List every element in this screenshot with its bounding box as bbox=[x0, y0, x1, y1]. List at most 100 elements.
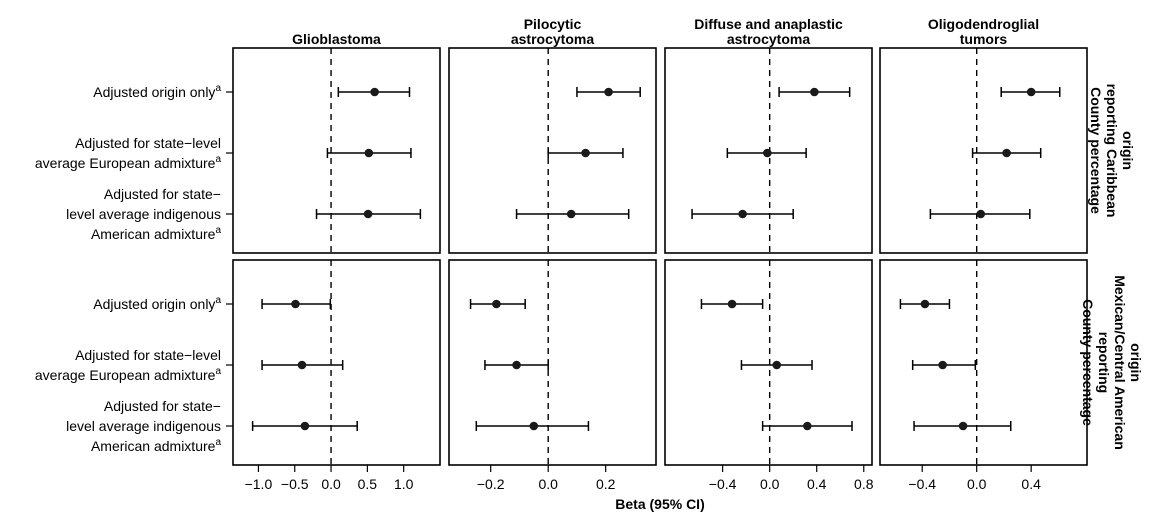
column-title: Pilocytic astrocytoma bbox=[511, 16, 594, 47]
footnote-marker: a bbox=[215, 366, 221, 377]
x-tick-label: 0.0 bbox=[538, 476, 558, 492]
row-title-text: County percentagereportingMexican/Centra… bbox=[1080, 275, 1144, 450]
point-estimate bbox=[512, 360, 521, 370]
y-axis-label-text: Adjusted for state−level bbox=[75, 135, 221, 151]
point-estimate bbox=[364, 148, 374, 158]
y-axis-label-text: level average indigenous bbox=[66, 206, 221, 222]
footnote-marker: a bbox=[215, 437, 221, 448]
point-estimate bbox=[529, 421, 539, 431]
x-tick-label: −0.5 bbox=[281, 476, 309, 492]
y-axis-label-line: Adjusted for state−level bbox=[75, 347, 221, 363]
column-title-line: Glioblastoma bbox=[292, 31, 381, 47]
footnote-marker: a bbox=[215, 83, 221, 94]
panel-frame bbox=[232, 259, 441, 466]
point-estimate bbox=[1002, 148, 1011, 158]
y-axis-label-text: American admixture bbox=[91, 438, 216, 454]
point-estimate bbox=[297, 360, 307, 370]
x-tick-label: 0.2 bbox=[596, 476, 616, 492]
y-axis-label-text: level average indigenous bbox=[66, 418, 221, 434]
x-tick-label: −1.0 bbox=[245, 476, 273, 492]
row-title: County percentagereportingMexican/Centra… bbox=[1080, 275, 1144, 450]
x-tick-label: 0.0 bbox=[967, 476, 987, 492]
column-title-line: Oligodendroglial bbox=[928, 16, 1039, 32]
y-axis-label-text: Adjusted origin only bbox=[93, 84, 215, 100]
row-title-line: reporting bbox=[1096, 332, 1112, 393]
point-estimate bbox=[727, 299, 737, 309]
y-axis-label-text: average European admixture bbox=[35, 155, 216, 171]
y-axis-label-line: average European admixturea bbox=[35, 366, 222, 383]
x-tick-label: −0.4 bbox=[709, 476, 737, 492]
x-tick-label: 0.5 bbox=[358, 476, 378, 492]
y-axis-label-line: level average indigenous bbox=[66, 206, 221, 222]
point-estimate bbox=[976, 209, 986, 219]
x-tick-label: 0.4 bbox=[1021, 476, 1041, 492]
x-tick-label: 1.0 bbox=[394, 476, 414, 492]
point-estimate bbox=[738, 209, 747, 219]
y-axis-label: Adjusted for state− level average indigen… bbox=[66, 186, 221, 242]
panel-frame bbox=[879, 259, 1088, 466]
y-axis-label: Adjusted for state−level average European… bbox=[35, 135, 222, 171]
x-tick-label: −0.2 bbox=[477, 476, 505, 492]
point-estimate bbox=[604, 87, 613, 97]
y-axis-label-line: American admixturea bbox=[91, 437, 222, 454]
y-axis-label-text: Adjusted origin only bbox=[93, 296, 215, 312]
y-axis-label-text: American admixture bbox=[91, 226, 216, 242]
y-axis-label-line: Adjusted origin onlya bbox=[93, 83, 221, 100]
panel-frame bbox=[664, 259, 873, 466]
y-axis-label-line: level average indigenous bbox=[66, 418, 221, 434]
y-axis-label-text: Adjusted for state−level bbox=[75, 347, 221, 363]
footnote-marker: a bbox=[215, 295, 221, 306]
y-axis-label: Adjusted origin onlya bbox=[93, 295, 221, 312]
point-estimate bbox=[772, 360, 782, 370]
column-title-line: astrocytoma bbox=[511, 31, 594, 47]
row-title-text: County percentagereporting Caribbeanorig… bbox=[1088, 84, 1136, 218]
panel-frame bbox=[879, 47, 1088, 254]
row-title-line: reporting Caribbean bbox=[1104, 84, 1120, 218]
column-title-line: tumors bbox=[960, 31, 1008, 47]
point-estimate bbox=[763, 148, 772, 158]
y-axis-label-line: Adjusted for state− bbox=[104, 398, 221, 414]
y-axis-label-line: Adjusted for state−level bbox=[75, 135, 221, 151]
row-title-line: origin bbox=[1128, 343, 1144, 382]
panel-frame bbox=[664, 47, 873, 254]
y-axis-label-text: average European admixture bbox=[35, 367, 216, 383]
column-title-line: Pilocytic bbox=[524, 16, 582, 32]
y-axis-label: Adjusted origin onlya bbox=[93, 83, 221, 100]
column-title: Glioblastoma bbox=[292, 31, 381, 47]
point-estimate bbox=[300, 421, 310, 431]
point-estimate bbox=[1026, 87, 1036, 97]
point-estimate bbox=[958, 421, 968, 431]
y-axis-label-text: Adjusted for state− bbox=[104, 186, 221, 202]
point-estimate bbox=[363, 209, 373, 219]
y-axis-label-text: Adjusted for state− bbox=[104, 398, 221, 414]
row-title-line: origin bbox=[1120, 131, 1136, 170]
point-estimate bbox=[803, 421, 812, 431]
x-tick-label: −0.4 bbox=[908, 476, 936, 492]
x-tick-label: 0.0 bbox=[760, 476, 780, 492]
y-axis-label: Adjusted for state−level average European… bbox=[35, 347, 222, 383]
x-tick-label: 0.0 bbox=[321, 476, 341, 492]
point-estimate bbox=[938, 360, 947, 370]
column-title: Oligodendroglial tumors bbox=[928, 16, 1039, 47]
panel-frame bbox=[448, 259, 657, 466]
y-axis-label: Adjusted for state− level average indigen… bbox=[66, 398, 221, 454]
row-title: County percentagereporting Caribbeanorig… bbox=[1088, 84, 1136, 218]
point-estimate bbox=[566, 209, 576, 219]
column-title-line: astrocytoma bbox=[727, 31, 810, 47]
point-estimate bbox=[492, 299, 501, 309]
y-axis-label-line: Adjusted origin onlya bbox=[93, 295, 221, 312]
row-title-line: County percentage bbox=[1088, 87, 1104, 214]
column-title: Diffuse and anaplastic astrocytoma bbox=[694, 16, 843, 47]
footnote-marker: a bbox=[215, 154, 221, 165]
point-estimate bbox=[291, 299, 300, 309]
y-axis-label-line: average European admixturea bbox=[35, 154, 222, 171]
x-tick-label: 0.8 bbox=[854, 476, 874, 492]
point-estimate bbox=[370, 87, 379, 97]
row-title-line: Mexican/Central American bbox=[1112, 275, 1128, 450]
footnote-marker: a bbox=[215, 225, 221, 236]
panel-frame bbox=[448, 47, 657, 254]
y-axis-label-line: Adjusted for state− bbox=[104, 186, 221, 202]
x-axis-title: Beta (95% CI) bbox=[615, 496, 704, 512]
point-estimate bbox=[581, 148, 590, 158]
